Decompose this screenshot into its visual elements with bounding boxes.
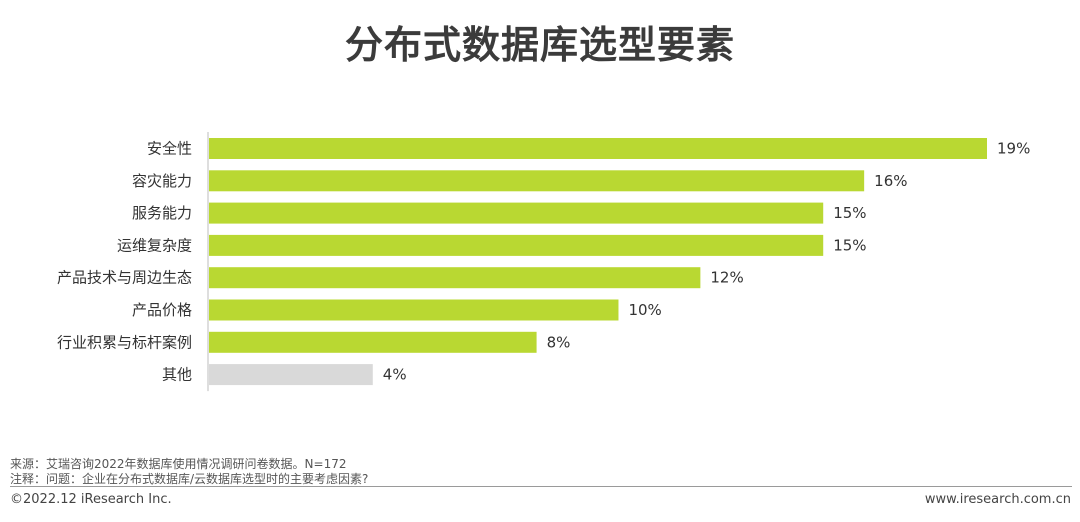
chart-title: 分布式数据库选型要素 <box>344 23 735 67</box>
value-label: 4% <box>383 366 407 384</box>
bar <box>209 170 865 192</box>
copyright: ©2022.12 iResearch Inc. <box>10 492 172 507</box>
category-label: 运维复杂度 <box>117 236 192 254</box>
bar <box>209 202 824 224</box>
bar <box>209 138 987 159</box>
value-label: 15% <box>833 236 866 254</box>
footer-divider <box>10 486 1072 487</box>
question-note: 注释：问题：企业在分布式数据库/云数据库选型时的主要考虑因素? <box>10 472 369 486</box>
bar <box>209 267 701 289</box>
value-label: 10% <box>628 301 661 319</box>
category-label: 安全性 <box>147 140 192 158</box>
category-label: 容灾能力 <box>132 172 192 190</box>
value-label: 8% <box>547 333 571 351</box>
category-label: 其他 <box>162 366 192 384</box>
value-label: 19% <box>997 140 1030 158</box>
bar <box>209 364 373 386</box>
value-label: 15% <box>833 204 866 222</box>
bar-chart: 安全性 19% 容灾能力 16% 服务能力 15% 运维复杂度 15% 产品技术与周边生态 12%… <box>57 132 1030 392</box>
category-label: 服务能力 <box>132 204 192 222</box>
bar <box>209 234 824 256</box>
value-label: 12% <box>710 269 743 287</box>
category-label: 产品技术与周边生态 <box>57 269 192 287</box>
value-label: 16% <box>874 172 907 190</box>
source-note: 来源：艾瑞咨询2022年数据库使用情况调研问卷数据。N=172 <box>10 457 347 471</box>
bar <box>209 331 537 353</box>
category-label: 产品价格 <box>132 301 192 319</box>
website-link[interactable]: www.iresearch.com.cn <box>924 492 1071 507</box>
bar <box>209 299 619 321</box>
category-label: 行业积累与标杆案例 <box>57 333 192 351</box>
